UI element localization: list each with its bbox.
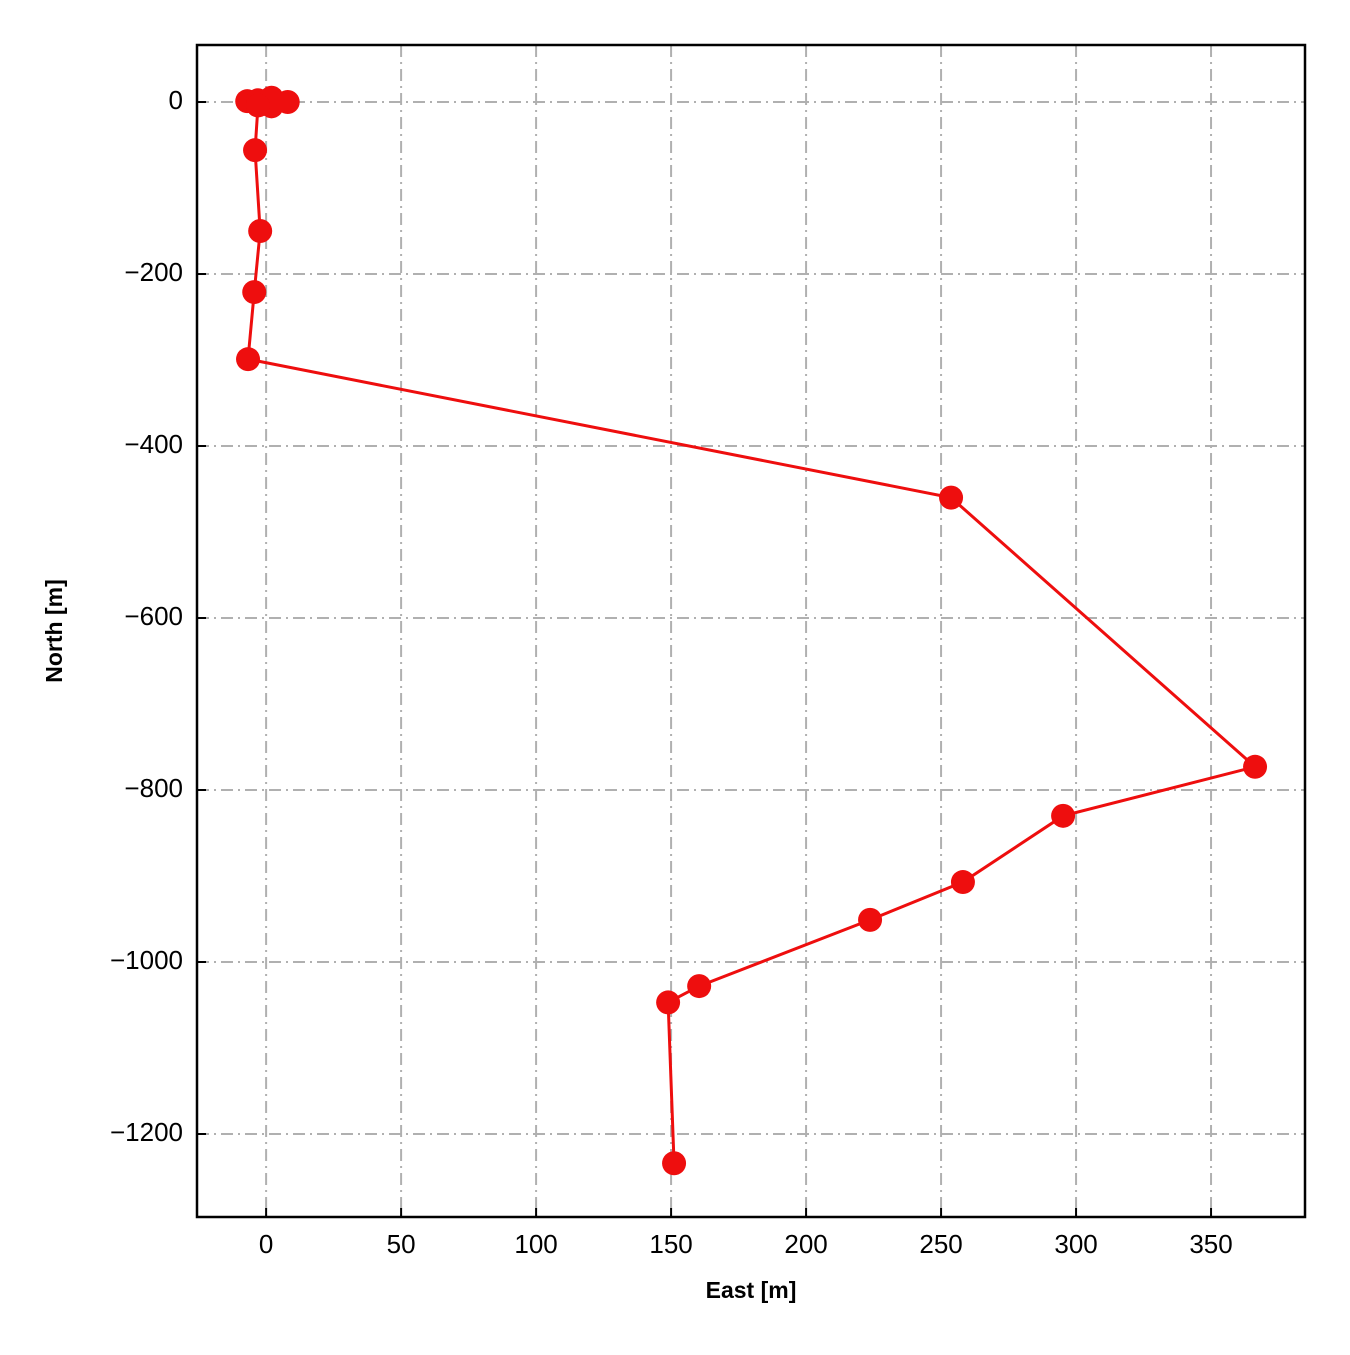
data-point [246, 93, 271, 118]
x-axis-label: East [m] [706, 1277, 797, 1303]
data-point [950, 870, 975, 895]
y-axis-label: North [m] [41, 579, 67, 682]
x-tick-label: 150 [649, 1229, 692, 1259]
data-point [248, 219, 273, 244]
data-point [687, 974, 712, 999]
x-tick-label: 50 [387, 1229, 416, 1259]
data-point [662, 1151, 687, 1176]
data-point [656, 990, 681, 1015]
y-tick-label: −800 [124, 773, 183, 803]
data-point [1051, 803, 1076, 828]
y-tick-label: −1000 [110, 945, 183, 975]
data-point [242, 280, 267, 305]
y-tick-label: 0 [169, 85, 183, 115]
data-point [243, 138, 268, 163]
y-tick-label: −600 [124, 601, 183, 631]
x-tick-label: 200 [784, 1229, 827, 1259]
x-tick-label: 350 [1189, 1229, 1232, 1259]
x-tick-label: 0 [259, 1229, 273, 1259]
plot-frame [195, 43, 1307, 1219]
x-tick-label: 300 [1054, 1229, 1097, 1259]
data-point [939, 485, 964, 510]
x-tick-label: 100 [514, 1229, 557, 1259]
y-tick-label: −400 [124, 429, 183, 459]
data-point [1243, 754, 1268, 779]
x-tick-label: 250 [919, 1229, 962, 1259]
y-tick-label: −200 [124, 257, 183, 287]
data-point [858, 907, 883, 932]
data-point [236, 347, 261, 372]
y-tick-label: −1200 [110, 1117, 183, 1147]
